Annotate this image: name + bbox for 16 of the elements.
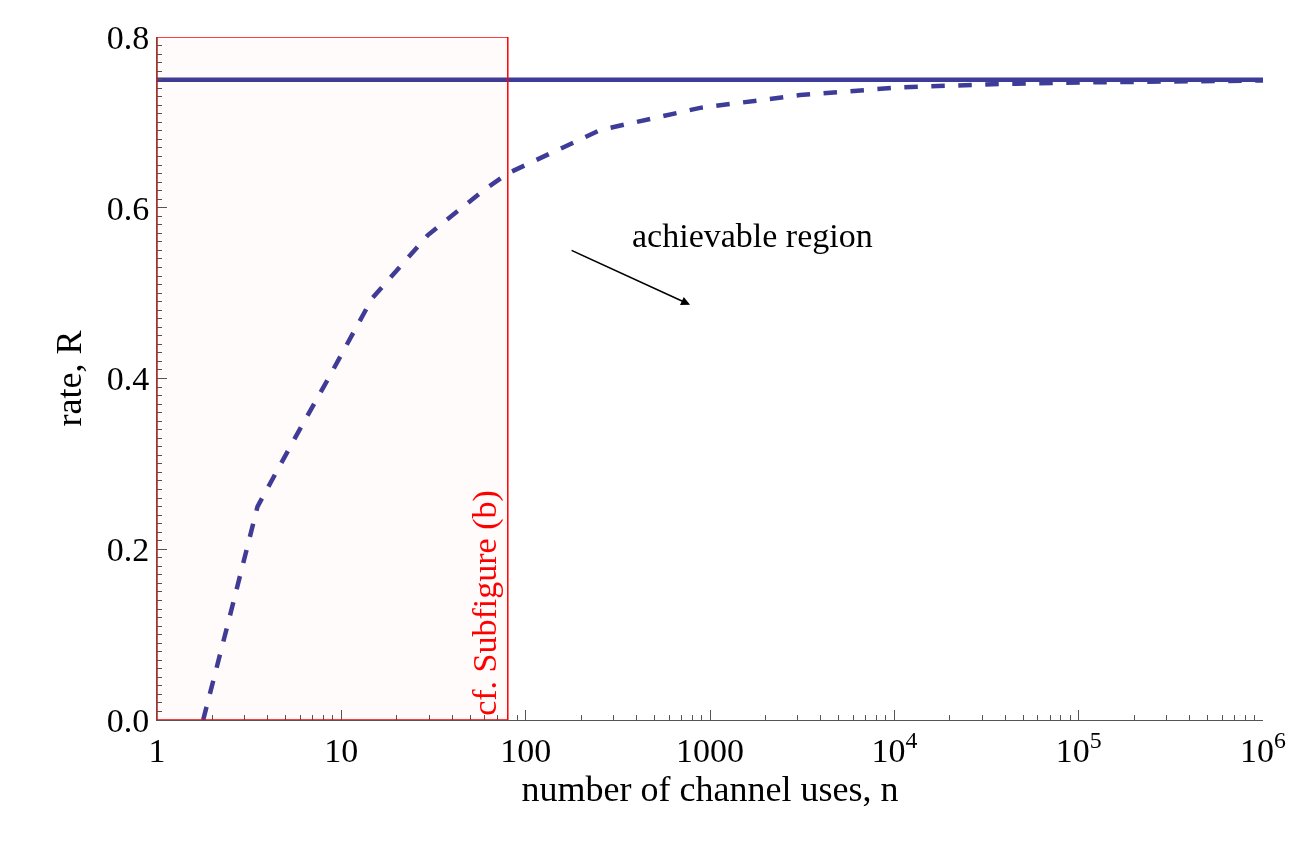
y-axis-title: rate, R — [48, 330, 89, 427]
x-tick-label: 10$^{6}$ — [1240, 726, 1287, 769]
x-axis-title: number of channel uses, n — [521, 769, 899, 810]
x-tick-label: 10$^{4}$ — [871, 726, 918, 769]
y-tick-label: 0.2 — [106, 531, 150, 569]
x-tick-label: 10$^{5}$ — [1055, 726, 1102, 769]
x-tick-label: 10 — [324, 731, 359, 769]
x-tick-label: 100 — [500, 731, 552, 769]
x-tick-label: 1000 — [676, 731, 744, 769]
annotation: achievable region — [632, 217, 873, 254]
x-tick-label: 1 — [148, 731, 166, 769]
y-tick-label: 0.6 — [106, 189, 150, 227]
band-label: cf. Subfigure (b) — [465, 490, 504, 716]
y-tick-label: 0.0 — [106, 701, 150, 739]
y-tick-label: 0.8 — [106, 18, 150, 56]
y-tick-label: 0.4 — [106, 360, 150, 398]
